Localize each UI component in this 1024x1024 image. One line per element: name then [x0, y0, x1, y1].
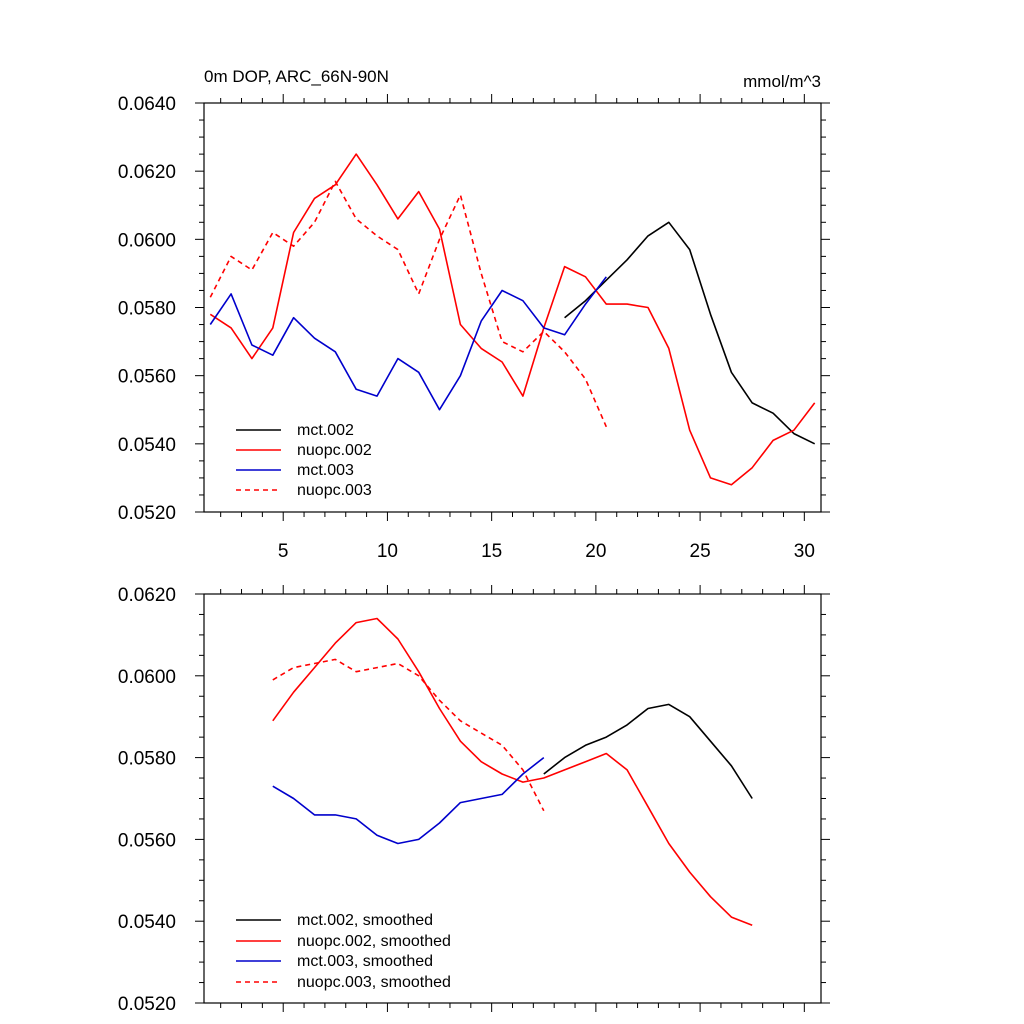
legend-label-nuopc-002: nuopc.002: [297, 442, 372, 459]
legend-entry-nuopc-002: nuopc.002: [236, 442, 372, 459]
series-line-nuopc-003-smoothed: [272, 658, 545, 812]
series-line-nuopc-003: [209, 180, 608, 428]
y-tick-label: 0.0620: [118, 585, 176, 606]
x-tick-label: 5: [278, 541, 289, 562]
x-tick-label: 30: [794, 541, 815, 562]
legend-label-mct-003: mct.003: [297, 462, 354, 479]
x-tick-label: 25: [690, 541, 711, 562]
legend-entry-mct-002: mct.002: [236, 422, 354, 439]
bottom-panel: 0.0520 0.0540 0.0560 0.0580 0.0600 0.0620 mct…: [118, 585, 830, 1015]
top-panel-y-ticks: 0.0520 0.0540 0.0560 0.0580 0.0600 0.0620 0.06…: [118, 94, 830, 524]
top-panel-units: mmol/m^3: [743, 72, 821, 91]
legend-label-mct-002: mct.002: [297, 422, 354, 439]
top-panel-x-ticks: 5 10 15 20 25 30: [220, 94, 815, 562]
y-tick-label: 0.0520: [118, 503, 176, 524]
legend-entry-nuopc-003-smoothed: nuopc.003, smoothed: [236, 974, 451, 991]
bottom-panel-legend: mct.002, smoothed nuopc.002, smoothed mc…: [236, 912, 451, 991]
legend-label-nuopc-003: nuopc.003: [297, 482, 372, 499]
bottom-panel-x-ticks: [220, 585, 805, 1012]
bottom-panel-series: [272, 617, 753, 927]
bottom-panel-y-ticks: 0.0520 0.0540 0.0560 0.0580 0.0600 0.0620: [118, 585, 830, 1015]
legend-entry-nuopc-003: nuopc.003: [236, 482, 372, 499]
legend-label-mct-003-smoothed: mct.003, smoothed: [297, 953, 433, 970]
legend-entry-mct-003-smoothed: mct.003, smoothed: [236, 953, 433, 970]
legend-entry-nuopc-002-smoothed: nuopc.002, smoothed: [236, 933, 451, 950]
y-tick-label: 0.0560: [118, 830, 176, 851]
y-tick-label: 0.0600: [118, 667, 176, 688]
x-tick-label: 10: [377, 541, 398, 562]
top-panel-title: 0m DOP, ARC_66N-90N: [204, 67, 389, 86]
y-tick-label: 0.0560: [118, 367, 176, 388]
y-tick-label: 0.0540: [118, 435, 176, 456]
top-panel-series: [209, 153, 816, 486]
top-panel-legend: mct.002 nuopc.002 mct.003 nuopc.003: [236, 422, 372, 499]
series-line-mct-003: [209, 276, 607, 411]
legend-entry-mct-003: mct.003: [236, 462, 354, 479]
top-panel: 0m DOP, ARC_66N-90N mmol/m^3 5 10 15 20 25 30…: [118, 67, 830, 562]
legend-entry-mct-002-smoothed: mct.002, smoothed: [236, 912, 433, 929]
y-tick-label: 0.0520: [118, 994, 176, 1015]
y-tick-label: 0.0540: [118, 912, 176, 933]
x-tick-label: 15: [481, 541, 502, 562]
y-tick-label: 0.0580: [118, 749, 176, 770]
series-line-mct-002-smoothed: [543, 703, 753, 799]
y-tick-label: 0.0640: [118, 94, 176, 115]
series-line-nuopc-002: [209, 153, 816, 486]
legend-label-nuopc-002-smoothed: nuopc.002, smoothed: [297, 933, 451, 950]
series-line-nuopc-002-smoothed: [272, 617, 753, 927]
y-tick-label: 0.0600: [118, 230, 176, 251]
y-tick-label: 0.0620: [118, 162, 176, 183]
legend-label-nuopc-003-smoothed: nuopc.003, smoothed: [297, 974, 451, 991]
series-line-mct-002: [564, 221, 816, 445]
legend-label-mct-002-smoothed: mct.002, smoothed: [297, 912, 433, 929]
series-line-mct-003-smoothed: [272, 756, 545, 845]
x-tick-label: 20: [585, 541, 606, 562]
y-tick-label: 0.0580: [118, 299, 176, 320]
